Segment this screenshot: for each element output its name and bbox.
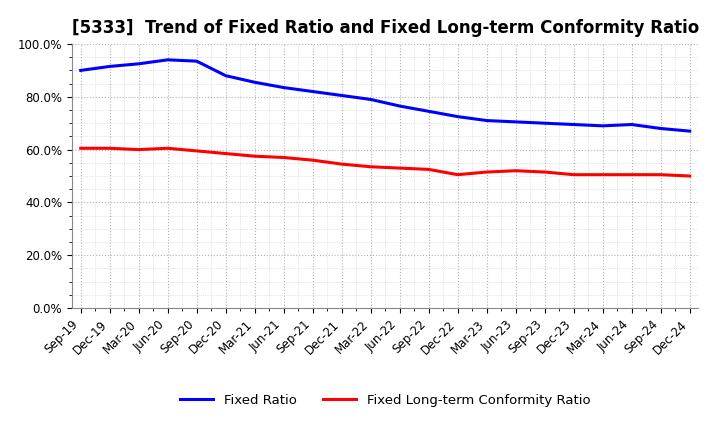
Fixed Long-term Conformity Ratio	[251, 154, 259, 159]
Fixed Ratio	[541, 121, 549, 126]
Fixed Ratio	[627, 122, 636, 127]
Fixed Long-term Conformity Ratio	[511, 168, 520, 173]
Title: [5333]  Trend of Fixed Ratio and Fixed Long-term Conformity Ratio: [5333] Trend of Fixed Ratio and Fixed Lo…	[71, 19, 699, 37]
Fixed Ratio	[135, 61, 143, 66]
Fixed Long-term Conformity Ratio	[338, 161, 346, 167]
Fixed Long-term Conformity Ratio	[366, 164, 375, 169]
Fixed Long-term Conformity Ratio	[105, 146, 114, 151]
Fixed Long-term Conformity Ratio	[308, 158, 317, 163]
Fixed Long-term Conformity Ratio	[135, 147, 143, 152]
Fixed Ratio	[76, 68, 85, 73]
Fixed Long-term Conformity Ratio	[541, 169, 549, 175]
Fixed Long-term Conformity Ratio	[454, 172, 462, 177]
Fixed Ratio	[163, 57, 172, 62]
Line: Fixed Ratio: Fixed Ratio	[81, 60, 690, 131]
Legend: Fixed Ratio, Fixed Long-term Conformity Ratio: Fixed Ratio, Fixed Long-term Conformity …	[175, 389, 595, 412]
Fixed Ratio	[685, 128, 694, 134]
Fixed Long-term Conformity Ratio	[76, 146, 85, 151]
Fixed Long-term Conformity Ratio	[221, 151, 230, 156]
Fixed Long-term Conformity Ratio	[627, 172, 636, 177]
Fixed Ratio	[570, 122, 578, 127]
Fixed Long-term Conformity Ratio	[685, 173, 694, 179]
Fixed Ratio	[251, 80, 259, 85]
Fixed Ratio	[454, 114, 462, 119]
Fixed Long-term Conformity Ratio	[570, 172, 578, 177]
Fixed Ratio	[395, 103, 404, 109]
Fixed Ratio	[424, 109, 433, 114]
Fixed Long-term Conformity Ratio	[395, 165, 404, 171]
Fixed Ratio	[308, 89, 317, 94]
Fixed Ratio	[366, 97, 375, 102]
Fixed Ratio	[279, 85, 288, 90]
Fixed Long-term Conformity Ratio	[482, 169, 491, 175]
Fixed Long-term Conformity Ratio	[163, 146, 172, 151]
Fixed Ratio	[482, 118, 491, 123]
Fixed Long-term Conformity Ratio	[192, 148, 201, 154]
Fixed Ratio	[105, 64, 114, 69]
Fixed Ratio	[192, 59, 201, 64]
Fixed Ratio	[511, 119, 520, 125]
Fixed Ratio	[221, 73, 230, 78]
Fixed Long-term Conformity Ratio	[657, 172, 665, 177]
Fixed Long-term Conformity Ratio	[279, 155, 288, 160]
Fixed Long-term Conformity Ratio	[424, 167, 433, 172]
Fixed Ratio	[338, 93, 346, 98]
Fixed Ratio	[598, 123, 607, 128]
Fixed Long-term Conformity Ratio	[598, 172, 607, 177]
Line: Fixed Long-term Conformity Ratio: Fixed Long-term Conformity Ratio	[81, 148, 690, 176]
Fixed Ratio	[657, 126, 665, 131]
